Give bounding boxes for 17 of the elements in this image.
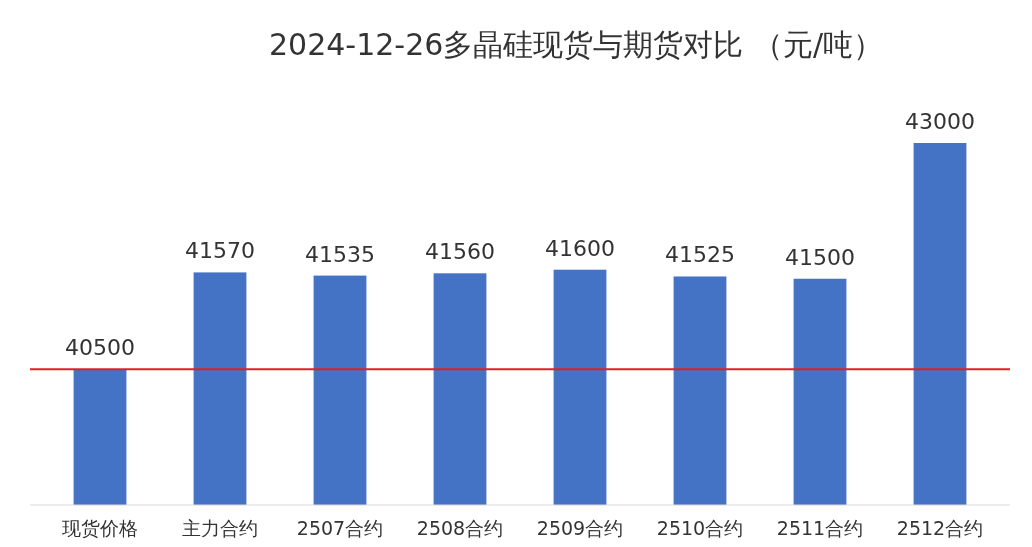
chart-title: 2024-12-26多晶硅现货与期货对比 （元/吨） bbox=[269, 27, 883, 62]
data-label: 41600 bbox=[545, 235, 615, 261]
x-tick-label: 2508合约 bbox=[416, 517, 504, 539]
x-tick-label: 2507合约 bbox=[296, 517, 384, 539]
x-tick-label: 2512合约 bbox=[896, 517, 984, 539]
data-label: 41570 bbox=[185, 238, 255, 264]
x-tick-label: 2509合约 bbox=[536, 517, 624, 539]
data-label: 41500 bbox=[785, 244, 855, 270]
x-tick-label: 2510合约 bbox=[656, 517, 744, 539]
data-label: 43000 bbox=[905, 109, 975, 134]
x-tick-label: 现货价格 bbox=[62, 517, 138, 539]
data-label: 41560 bbox=[425, 239, 495, 265]
data-label: 41525 bbox=[665, 242, 735, 268]
data-label: 41535 bbox=[305, 241, 375, 267]
data-label: 40500 bbox=[65, 335, 135, 361]
x-tick-label: 2511合约 bbox=[776, 517, 864, 539]
x-tick-label: 主力合约 bbox=[182, 517, 258, 539]
